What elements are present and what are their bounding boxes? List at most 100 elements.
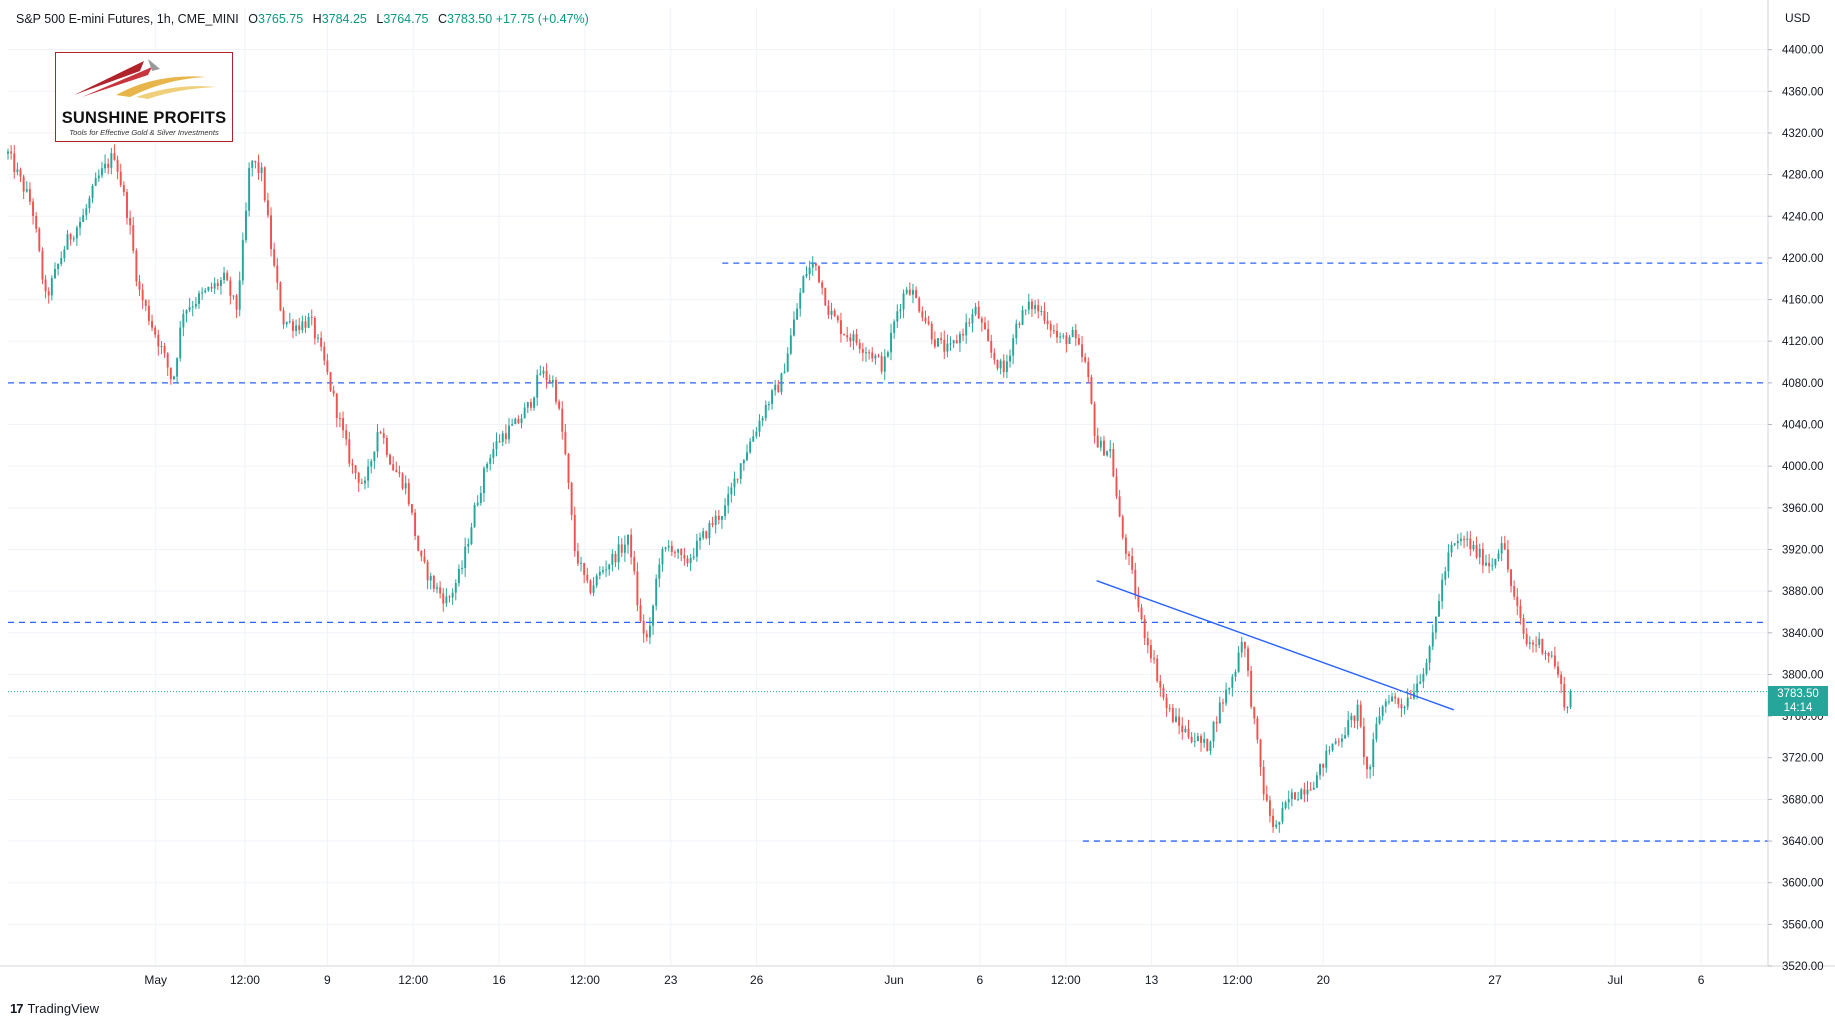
- candle-body: [736, 478, 739, 480]
- candle-body: [908, 289, 911, 295]
- candle-body: [623, 544, 626, 553]
- candle-body: [911, 290, 914, 295]
- descending-trendline: [1096, 580, 1455, 711]
- candle-body: [865, 352, 867, 354]
- candle-body: [902, 293, 905, 310]
- candle-body: [1384, 701, 1387, 707]
- x-tick-label: 12:00: [570, 973, 600, 987]
- candle-body: [783, 371, 786, 374]
- candle-body: [1228, 687, 1231, 690]
- candle-body: [426, 561, 429, 581]
- candle-body: [1400, 704, 1403, 709]
- candle-body: [1557, 666, 1559, 675]
- candle-body: [179, 327, 182, 359]
- candle-body: [1046, 320, 1049, 325]
- candle-body: [1488, 562, 1491, 567]
- candle-body: [1074, 329, 1077, 339]
- candle-body: [536, 374, 539, 398]
- candle-body: [19, 169, 22, 177]
- candle-body: [495, 441, 498, 450]
- candle-body: [404, 483, 407, 489]
- candle-body: [329, 372, 332, 391]
- candle-body: [241, 239, 244, 281]
- x-tick-label: 20: [1317, 973, 1331, 987]
- candle-body: [749, 441, 752, 453]
- candle-body: [1331, 743, 1334, 751]
- candle-body: [548, 380, 551, 383]
- candle-body: [442, 593, 445, 604]
- candle-body: [1544, 653, 1547, 655]
- candle-body: [1077, 338, 1080, 345]
- candle-body: [169, 367, 172, 380]
- candle-body: [1250, 670, 1253, 707]
- candle-body: [830, 310, 833, 315]
- candle-body: [1159, 681, 1162, 688]
- candle-body: [636, 571, 639, 606]
- x-tick-label: Jun: [884, 973, 903, 987]
- candle-body: [589, 580, 592, 593]
- candle-body: [833, 310, 836, 317]
- candle-body: [1463, 538, 1466, 540]
- candle-body: [298, 325, 301, 331]
- candle-body: [22, 176, 25, 192]
- candle-body: [75, 227, 78, 239]
- candle-body: [1416, 683, 1419, 693]
- candle-body: [1181, 725, 1184, 733]
- candle-body: [692, 556, 695, 558]
- candle-body: [439, 587, 442, 594]
- candle-body: [107, 163, 110, 168]
- trendline[interactable]: [1096, 580, 1455, 711]
- candle-body: [248, 167, 251, 211]
- candle-body: [41, 250, 44, 280]
- candle-body: [592, 585, 595, 593]
- candle-body: [1215, 722, 1218, 724]
- candle-body: [520, 418, 523, 424]
- candle-body: [711, 523, 714, 525]
- candle-body: [1002, 360, 1005, 372]
- candle-body: [445, 596, 448, 604]
- candle-body: [104, 163, 107, 169]
- currency-label[interactable]: USD: [1785, 11, 1811, 25]
- candle-body: [1106, 451, 1109, 456]
- y-tick-label: 4280.00: [1782, 170, 1824, 182]
- candle-body: [191, 306, 194, 308]
- candle-body: [971, 314, 974, 324]
- candle-body: [1221, 702, 1224, 704]
- x-tick-label: 12:00: [1222, 973, 1252, 987]
- candle-body: [1259, 739, 1262, 767]
- candle-body: [617, 544, 620, 563]
- candle-body: [1093, 403, 1096, 436]
- candle-body: [1178, 716, 1181, 726]
- candle-body: [1566, 706, 1569, 708]
- candle-body: [57, 264, 60, 269]
- tradingview-branding[interactable]: 17 TradingView: [10, 1001, 99, 1016]
- candle-body: [1428, 646, 1431, 663]
- candle-body: [686, 558, 689, 564]
- candle-body: [216, 283, 219, 286]
- candle-body: [921, 311, 924, 318]
- candle-body: [1196, 736, 1199, 742]
- candle-body: [968, 322, 971, 324]
- candle-body: [188, 307, 191, 311]
- candle-body: [1325, 750, 1328, 768]
- candle-body: [467, 543, 470, 547]
- candle-body: [1475, 545, 1478, 558]
- candle-body: [539, 373, 542, 375]
- candle-body: [210, 286, 213, 289]
- candle-body: [683, 555, 686, 559]
- candle-body: [379, 432, 382, 434]
- candle-body: [1021, 310, 1024, 325]
- candle-body: [276, 265, 279, 283]
- candle-body: [880, 356, 883, 372]
- candle-body: [1071, 329, 1074, 338]
- candle-body: [1469, 538, 1472, 550]
- candle-body: [251, 160, 254, 168]
- candle-body: [235, 295, 238, 310]
- logo-swoosh-icon: [74, 59, 216, 99]
- low-value: 3764.75: [383, 12, 429, 26]
- candle-body: [1209, 741, 1212, 751]
- candle-body: [144, 300, 147, 306]
- candle-body: [1344, 735, 1347, 739]
- candle-body: [614, 553, 617, 563]
